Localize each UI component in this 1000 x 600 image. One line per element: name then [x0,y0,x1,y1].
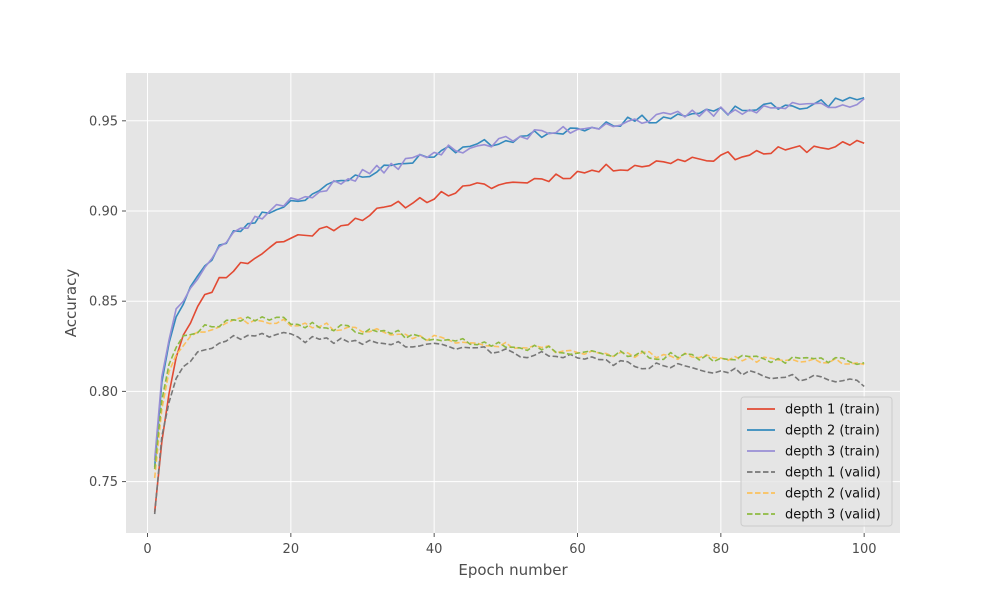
x-tick-label: 100 [852,542,877,557]
legend-entry-label: depth 1 (train) [785,403,880,418]
x-axis-title: Epoch number [458,561,568,579]
series-line-0 [153,139,865,513]
y-axis-title: Accuracy [62,269,80,338]
y-tick-label: 0.95 [89,114,118,129]
legend-entry-label: depth 2 (valid) [785,487,881,502]
series-lines [153,96,865,515]
legend-entry-label: depth 1 (valid) [785,466,881,481]
y-axis: 0.75 0.80 0.85 0.90 0.95 [89,114,126,490]
x-axis: 0 20 40 60 80 100 [143,533,877,557]
legend: depth 1 (train) depth 2 (train) depth 3 (t… [740,396,893,527]
series-line-3 [153,331,865,515]
series-line-4 [153,316,865,479]
series-line-1 [153,96,865,468]
y-tick-label: 0.80 [89,385,118,400]
legend-frame [740,396,893,527]
x-tick-label: 80 [713,542,730,557]
legend-entry-label: depth 3 (train) [785,445,880,460]
x-tick-label: 20 [283,542,300,557]
x-tick-label: 0 [143,542,151,557]
y-tick-label: 0.85 [89,295,118,310]
series-line-2 [153,98,865,461]
x-tick-label: 60 [569,542,586,557]
x-tick-label: 40 [426,542,443,557]
y-tick-label: 0.75 [89,475,118,490]
legend-entry-label: depth 2 (train) [785,424,880,439]
series-line-5 [153,315,865,470]
y-tick-label: 0.90 [89,205,118,220]
legend-entry-label: depth 3 (valid) [785,508,881,523]
